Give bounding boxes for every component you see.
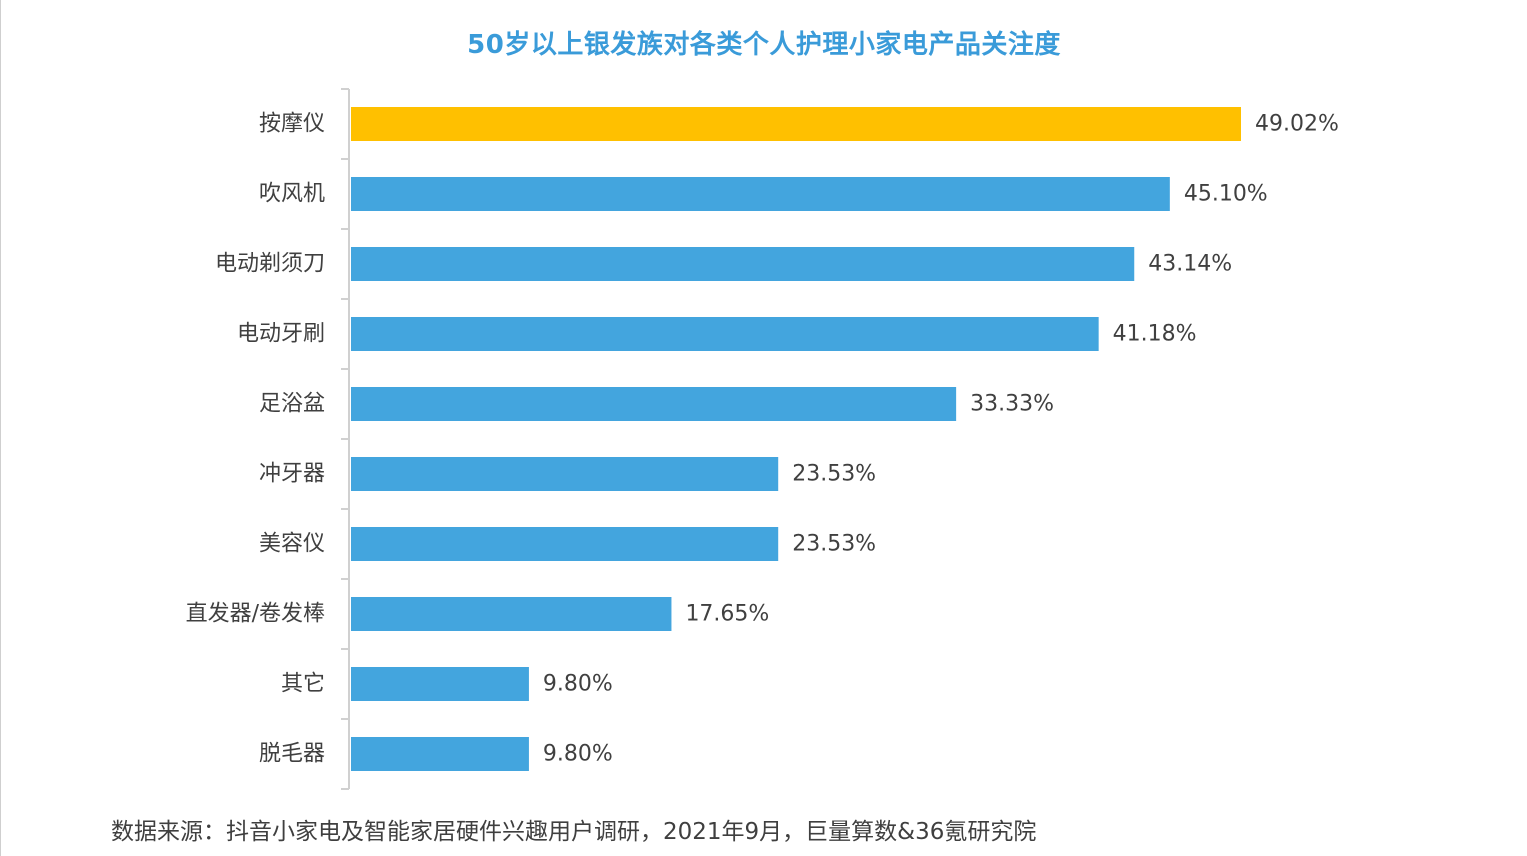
source-note: 数据来源：抖音小家电及智能家居硬件兴趣用户调研，2021年9月，巨量算数&36氪…: [111, 819, 1037, 845]
chart-title: 50岁以上银发族对各类个人护理小家电产品关注度: [467, 30, 1061, 60]
value-label: 9.80%: [543, 742, 613, 767]
value-label: 23.53%: [792, 462, 876, 487]
value-label: 45.10%: [1184, 182, 1268, 207]
bar-4: [351, 387, 957, 421]
value-label: 9.80%: [543, 672, 613, 697]
category-label: 电动牙刷: [237, 322, 325, 347]
bar-2: [351, 247, 1135, 281]
bar-3: [351, 317, 1099, 351]
category-label: 吹风机: [259, 182, 325, 207]
bar-7: [351, 597, 672, 631]
bar-1: [351, 177, 1170, 211]
value-label: 43.14%: [1148, 252, 1232, 277]
value-label: 41.18%: [1113, 322, 1197, 347]
category-label: 直发器/卷发棒: [186, 602, 325, 627]
value-label: 17.65%: [685, 602, 769, 627]
category-label: 美容仪: [259, 532, 325, 557]
category-label: 脱毛器: [259, 742, 325, 767]
category-label: 按摩仪: [259, 112, 325, 137]
category-label: 冲牙器: [259, 462, 325, 487]
bar-0: [351, 107, 1241, 141]
value-label: 23.53%: [792, 532, 876, 557]
bar-9: [351, 737, 529, 771]
value-label: 33.33%: [970, 392, 1054, 417]
bar-5: [351, 457, 779, 491]
category-label: 足浴盆: [259, 392, 325, 417]
category-label: 电动剃须刀: [215, 252, 325, 277]
value-label: 49.02%: [1255, 112, 1339, 137]
category-label: 其它: [281, 672, 325, 697]
bar-6: [351, 527, 779, 561]
bar-8: [351, 667, 529, 701]
